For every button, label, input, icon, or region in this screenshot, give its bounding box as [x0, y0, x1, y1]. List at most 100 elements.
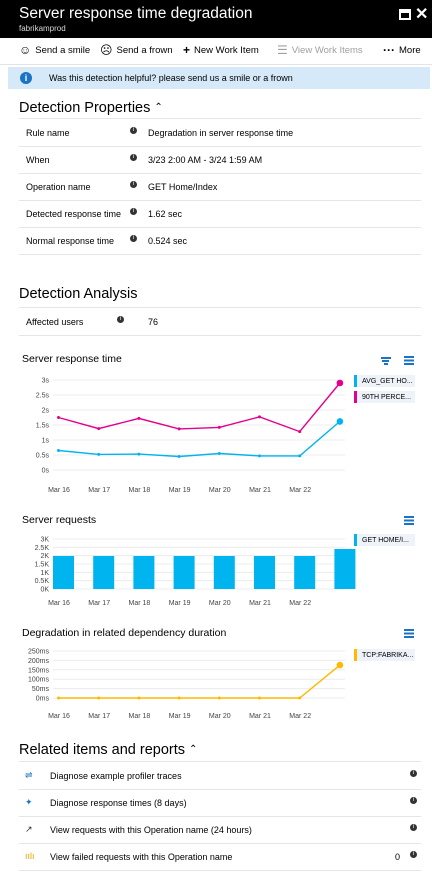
data-point	[177, 427, 181, 431]
data-point	[217, 425, 221, 429]
info-icon[interactable]: i	[130, 154, 137, 161]
x-tick-label: Mar 22	[289, 600, 311, 607]
related-item-profiler[interactable]: ⇌ Diagnose example profiler traces i	[19, 762, 421, 790]
x-tick-label: Mar 17	[88, 600, 110, 607]
data-point	[137, 416, 141, 420]
data-point	[298, 430, 302, 434]
bar	[213, 556, 235, 589]
related-item-view-requests[interactable]: ↗ View requests with this Operation name…	[19, 816, 421, 844]
property-row-detected-response-time: Detected response time i 1.62 sec	[19, 200, 421, 228]
data-point	[177, 455, 181, 458]
blade-subtitle: fabrikamprod	[19, 24, 66, 33]
detection-analysis-heading: Detection Analysis	[19, 286, 138, 302]
detection-properties-heading[interactable]: Detection Properties ⌃	[19, 100, 163, 116]
bars-icon: ıılı	[25, 851, 35, 861]
y-tick-label: 0.5s	[36, 453, 50, 460]
property-row-normal-response-time: Normal response time i 0.524 sec	[19, 227, 421, 255]
property-value: GET Home/Index	[148, 182, 218, 192]
grid-icon[interactable]	[404, 356, 414, 365]
info-icon[interactable]: i	[117, 316, 124, 323]
data-point	[137, 696, 141, 700]
chevron-up-icon: ⌃	[154, 102, 163, 113]
y-tick-label: 200ms	[28, 658, 50, 665]
data-point	[298, 696, 302, 700]
y-tick-label: 1.5K	[35, 562, 50, 569]
x-tick-label: Mar 19	[169, 713, 191, 720]
detection-properties-title: Detection Properties	[19, 100, 151, 116]
related-items-heading[interactable]: Related items and reports ⌃	[19, 742, 197, 758]
x-tick-label: Mar 20	[209, 600, 231, 607]
info-icon[interactable]: i	[410, 851, 417, 858]
y-tick-label: 1K	[40, 570, 49, 577]
x-tick-label: Mar 21	[249, 487, 271, 494]
feedback-banner-text: Was this detection helpful? please send …	[49, 73, 293, 83]
info-icon[interactable]: i	[410, 770, 417, 777]
info-icon[interactable]: i	[410, 824, 417, 831]
legend-item-requests[interactable]: GET HOME/I...	[354, 534, 415, 546]
data-point	[258, 696, 261, 700]
series-line	[58, 420, 341, 458]
legend-item-dependency[interactable]: TCP:FABRIKA...	[354, 649, 415, 661]
property-value: 1.62 sec	[148, 209, 183, 219]
grid-icon[interactable]	[404, 629, 414, 638]
bar	[334, 549, 356, 589]
property-key: Operation name	[26, 182, 91, 192]
arrow-icon: ↗	[25, 824, 33, 834]
new-work-item-label: New Work Item	[194, 44, 259, 56]
grid-icon[interactable]	[404, 516, 414, 525]
x-tick-label: Mar 18	[129, 487, 151, 494]
y-tick-label: 0K	[40, 587, 49, 594]
related-item-label: View failed requests with this Operation…	[50, 852, 233, 862]
info-icon[interactable]: i	[130, 235, 137, 242]
info-icon[interactable]: i	[130, 127, 137, 134]
x-tick-label: Mar 18	[129, 600, 151, 607]
divider	[19, 118, 421, 119]
legend-label: AVG_GET HO...	[362, 378, 413, 385]
data-point	[177, 696, 181, 700]
property-value: 3/23 2:00 AM - 3/24 1:59 AM	[148, 155, 263, 165]
data-point	[57, 449, 60, 452]
related-item-failed-requests[interactable]: ıılı View failed requests with this Oper…	[19, 843, 421, 871]
data-point	[336, 418, 344, 425]
info-icon[interactable]: i	[410, 797, 417, 804]
smile-icon: ☺	[19, 43, 32, 57]
view-work-items-button[interactable]: ☰ View Work Items	[277, 44, 363, 56]
legend-item-p90[interactable]: 90TH PERCE...	[354, 391, 415, 403]
bar	[254, 556, 275, 589]
line-chart-icon[interactable]	[381, 357, 391, 365]
info-icon[interactable]: i	[130, 181, 137, 188]
legend-swatch	[354, 649, 357, 661]
related-item-label: Diagnose response times (8 days)	[50, 798, 187, 808]
send-frown-label: Send a frown	[116, 44, 173, 56]
plus-icon: +	[183, 43, 191, 57]
data-point	[217, 452, 221, 455]
more-button[interactable]: ··· More	[383, 44, 421, 56]
legend-item-avg[interactable]: AVG_GET HO...	[354, 375, 415, 387]
close-icon[interactable]: ✕	[415, 6, 429, 23]
x-tick-label: Mar 21	[249, 600, 271, 607]
new-work-item-button[interactable]: + New Work Item	[183, 44, 259, 56]
response-time-chart-title: Server response time	[22, 353, 122, 365]
send-smile-button[interactable]: ☺ Send a smile	[19, 44, 90, 56]
affected-users-value: 76	[148, 317, 159, 327]
related-item-diagnose[interactable]: ✦ Diagnose response times (8 days) i	[19, 789, 421, 817]
divider	[19, 761, 421, 762]
data-point	[57, 696, 60, 700]
related-item-label: View requests with this Operation name (…	[50, 825, 252, 835]
send-frown-button[interactable]: ☹ Send a frown	[100, 44, 173, 56]
x-tick-label: Mar 19	[169, 487, 191, 494]
bar	[53, 556, 74, 589]
affected-users-row: Affected users i 76	[19, 308, 421, 336]
data-point	[258, 415, 261, 419]
y-tick-label: 100ms	[28, 677, 50, 684]
info-icon[interactable]: i	[130, 208, 137, 215]
legend-swatch	[354, 375, 357, 387]
maximize-icon[interactable]	[399, 9, 411, 20]
data-point	[57, 416, 60, 419]
requests-chart-title: Server requests	[22, 514, 97, 526]
x-tick-label: Mar 17	[88, 487, 110, 494]
legend-label: 90TH PERCE...	[362, 394, 412, 401]
list-icon: ☰	[277, 43, 288, 57]
